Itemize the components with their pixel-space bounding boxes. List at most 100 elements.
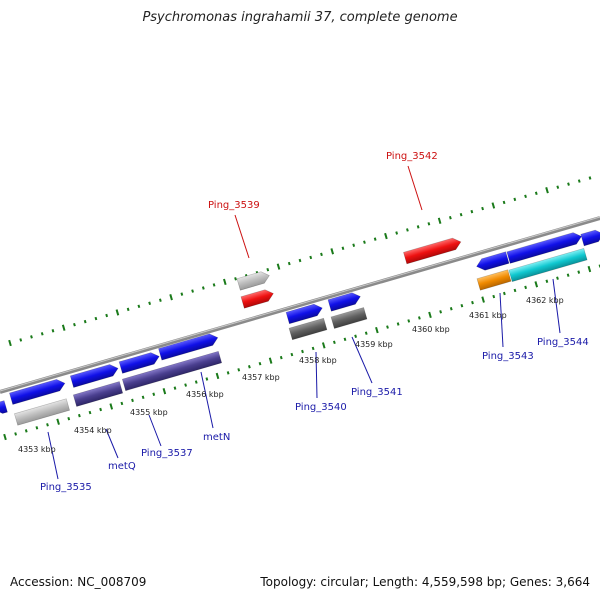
gene-arrow[interactable]	[508, 248, 588, 282]
label-connector	[105, 428, 119, 459]
label-connector	[148, 414, 162, 447]
tick-mark	[470, 209, 474, 214]
gene-label-ping-3537[interactable]: Ping_3537	[141, 448, 193, 459]
tick-mark	[330, 248, 335, 255]
scale-label: 4354 kbp	[74, 426, 112, 435]
tick-mark	[534, 191, 538, 195]
tick-mark	[513, 197, 517, 202]
tick-mark	[99, 407, 103, 412]
label-connector	[200, 371, 214, 429]
gene-arrow[interactable]	[0, 400, 8, 416]
label-connector	[351, 336, 373, 384]
gene-arrow[interactable]	[240, 288, 275, 309]
gene-arrow[interactable]	[9, 377, 66, 405]
tick-mark	[88, 410, 92, 415]
tick-mark	[363, 240, 366, 244]
gene-label-ping-3541[interactable]: Ping_3541	[351, 387, 403, 398]
gene-arrow[interactable]	[580, 228, 600, 247]
gene-arrow[interactable]	[69, 363, 119, 388]
gene-arrow[interactable]	[121, 350, 223, 392]
tick-mark	[8, 339, 12, 347]
tick-mark	[158, 298, 162, 302]
tick-mark	[311, 346, 315, 351]
tick-mark	[61, 324, 66, 331]
gene-arrow[interactable]	[330, 307, 368, 329]
accession-text: Accession: NC_008709	[10, 575, 147, 589]
gene-arrow[interactable]	[403, 236, 462, 265]
tick-mark	[502, 291, 506, 296]
tick-mark	[406, 228, 409, 232]
scale-label: 4356 kbp	[186, 390, 224, 399]
tick-mark	[77, 413, 81, 418]
gene-arrow[interactable]	[285, 302, 324, 325]
tick-mark	[19, 338, 23, 342]
tick-mark	[35, 426, 39, 430]
gene-arrow[interactable]	[288, 317, 328, 341]
tick-mark	[301, 349, 304, 354]
tick-mark	[416, 225, 420, 229]
tick-mark	[321, 342, 326, 349]
tick-mark	[298, 258, 302, 263]
tick-mark	[194, 380, 198, 384]
gene-label-ping-3540[interactable]: Ping_3540	[295, 402, 347, 413]
gene-arrow[interactable]	[14, 398, 70, 426]
gene-arrow[interactable]	[118, 351, 161, 374]
gene-arrow[interactable]	[327, 291, 362, 312]
tick-mark	[105, 313, 109, 318]
genome-summary-text: Topology: circular; Length: 4,559,598 bp…	[260, 575, 590, 589]
gene-arrow[interactable]	[72, 381, 124, 407]
tick-mark	[341, 246, 345, 250]
gene-arrow[interactable]	[158, 332, 220, 361]
gene-label-metq[interactable]: metQ	[108, 461, 136, 472]
gene-label-ping-3535[interactable]: Ping_3535	[40, 482, 92, 493]
tick-mark	[524, 194, 527, 199]
scale-label: 4357 kbp	[242, 373, 280, 382]
gene-label-ping-3539[interactable]: Ping_3539	[208, 200, 260, 211]
label-connector	[552, 278, 561, 334]
gene-label-ping-3542[interactable]: Ping_3542	[386, 151, 438, 162]
gene-arrow[interactable]	[236, 270, 271, 291]
tick-mark	[287, 261, 291, 266]
genome-backbone	[0, 216, 600, 394]
page-title: Psychromonas ingrahamii 37, complete gen…	[142, 10, 458, 25]
tick-mark	[279, 355, 283, 360]
tick-mark	[417, 316, 421, 320]
tick-mark	[309, 255, 313, 260]
gene-arrow[interactable]	[475, 251, 510, 272]
label-connector	[234, 214, 250, 259]
tick-mark	[120, 401, 124, 406]
tick-mark	[459, 212, 463, 217]
tick-mark	[30, 335, 33, 339]
tick-mark	[67, 416, 71, 421]
tick-mark	[184, 383, 188, 387]
tick-mark	[384, 232, 388, 240]
scale-label: 4361 kbp	[469, 311, 507, 320]
tick-mark	[364, 331, 368, 335]
gene-label-metn[interactable]: metN	[203, 432, 230, 443]
scale-label: 4362 kbp	[526, 296, 564, 305]
tick-mark	[320, 252, 323, 257]
tick-mark	[276, 263, 281, 270]
gene-label-ping-3543[interactable]: Ping_3543	[482, 351, 534, 362]
tick-mark	[395, 231, 399, 235]
tick-mark	[191, 289, 194, 293]
tick-mark	[460, 303, 464, 308]
tick-mark	[598, 264, 600, 268]
gene-arrow[interactable]	[506, 231, 583, 264]
gene-label-ping-3544[interactable]: Ping_3544	[537, 337, 589, 348]
gene-arrow[interactable]	[476, 269, 512, 291]
tick-mark	[215, 372, 220, 380]
lower-tick-track	[3, 264, 600, 441]
tick-mark	[180, 292, 184, 296]
scale-label: 4360 kbp	[412, 325, 450, 334]
tick-mark	[471, 300, 474, 305]
scale-label: 4358 kbp	[299, 356, 337, 365]
tick-mark	[427, 222, 431, 226]
tick-mark	[502, 200, 506, 205]
tick-mark	[545, 187, 549, 194]
tick-mark	[126, 307, 130, 312]
tick-mark	[141, 395, 145, 400]
tick-mark	[577, 179, 581, 183]
tick-mark	[437, 217, 442, 224]
tick-mark	[212, 283, 216, 287]
